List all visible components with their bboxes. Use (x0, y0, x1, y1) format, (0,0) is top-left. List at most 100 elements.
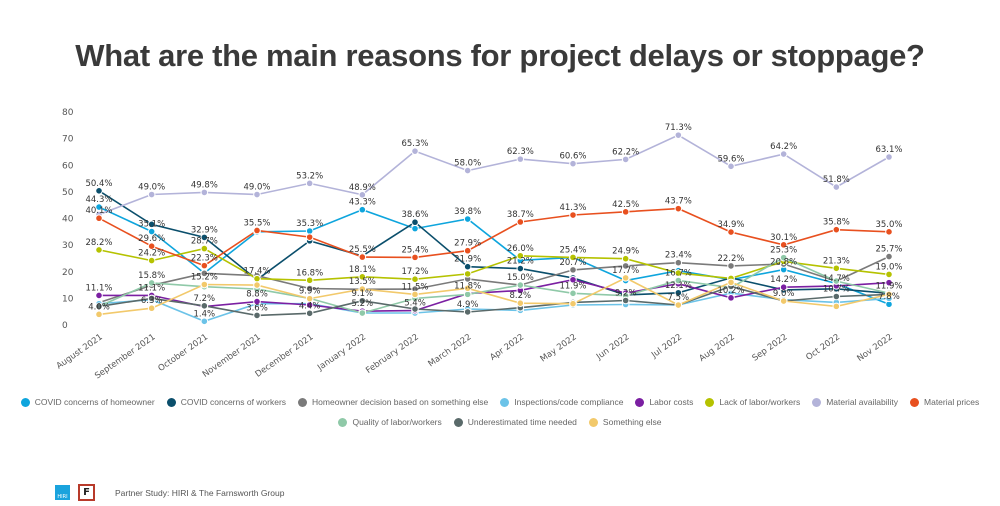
legend-item[interactable]: Material availability (812, 397, 898, 407)
data-point[interactable] (253, 281, 261, 289)
data-point[interactable] (516, 299, 525, 307)
data-point[interactable] (305, 179, 314, 188)
data-point[interactable] (621, 155, 630, 164)
data-point[interactable] (147, 294, 156, 303)
data-point[interactable] (885, 278, 893, 287)
data-point[interactable] (358, 285, 367, 293)
data-point[interactable] (463, 262, 472, 271)
data-point[interactable] (621, 296, 630, 305)
data-point[interactable] (674, 301, 683, 309)
data-point[interactable] (621, 208, 630, 216)
legend-item[interactable]: Labor costs (635, 397, 693, 407)
data-point[interactable] (885, 252, 893, 261)
legend-item[interactable]: Something else (588, 417, 662, 427)
legend-item[interactable]: Quality of labor/workers (338, 417, 442, 427)
data-point[interactable] (253, 297, 261, 306)
data-point[interactable] (95, 291, 103, 300)
data-point[interactable] (358, 205, 367, 214)
data-point[interactable] (147, 227, 156, 236)
data-point[interactable] (674, 204, 683, 213)
data-point[interactable] (200, 269, 209, 278)
data-point[interactable] (200, 280, 209, 289)
data-point[interactable] (727, 278, 735, 287)
data-point[interactable] (885, 270, 893, 279)
data-point[interactable] (200, 302, 209, 310)
data-point[interactable] (569, 299, 577, 308)
data-point[interactable] (411, 275, 419, 284)
data-point[interactable] (569, 266, 577, 274)
data-point[interactable] (95, 310, 103, 319)
data-point[interactable] (147, 256, 156, 265)
data-point[interactable] (832, 264, 841, 273)
data-point[interactable] (885, 153, 893, 161)
data-point[interactable] (569, 211, 577, 219)
data-point[interactable] (95, 302, 103, 311)
legend-item[interactable]: Material prices (910, 397, 979, 407)
data-point[interactable] (358, 273, 367, 281)
data-point[interactable] (463, 308, 472, 316)
data-point[interactable] (95, 214, 103, 223)
data-point[interactable] (569, 253, 577, 262)
data-point[interactable] (779, 241, 788, 249)
legend-item[interactable]: Homeowner decision based on something el… (298, 397, 488, 407)
data-point[interactable] (674, 288, 683, 297)
data-point[interactable] (305, 294, 314, 303)
data-point[interactable] (147, 190, 156, 199)
data-point[interactable] (411, 147, 419, 155)
data-point[interactable] (832, 277, 841, 285)
data-point[interactable] (463, 215, 472, 223)
data-point[interactable] (569, 289, 577, 298)
data-point[interactable] (727, 294, 735, 302)
legend-item[interactable]: COVID concerns of workers (166, 397, 286, 407)
data-point[interactable] (411, 305, 419, 313)
data-point[interactable] (832, 183, 841, 191)
data-point[interactable] (779, 283, 788, 291)
data-point[interactable] (358, 296, 367, 305)
data-point[interactable] (674, 269, 683, 277)
data-point[interactable] (516, 155, 525, 163)
data-point[interactable] (779, 150, 788, 158)
data-point[interactable] (305, 233, 314, 241)
data-point[interactable] (885, 228, 893, 236)
data-point[interactable] (305, 276, 314, 285)
data-point[interactable] (411, 290, 419, 299)
data-point[interactable] (200, 233, 209, 242)
data-point[interactable] (147, 242, 156, 250)
data-point[interactable] (516, 251, 525, 260)
data-point[interactable] (253, 311, 261, 320)
data-point[interactable] (674, 131, 683, 139)
legend-item[interactable]: Underestimated time needed (453, 417, 577, 427)
data-point[interactable] (463, 290, 472, 299)
data-point[interactable] (200, 261, 209, 270)
data-point[interactable] (463, 166, 472, 175)
legend-item[interactable]: Lack of labor/workers (705, 397, 800, 407)
data-point[interactable] (779, 297, 788, 305)
data-point[interactable] (411, 218, 419, 227)
data-point[interactable] (200, 244, 209, 253)
data-point[interactable] (516, 264, 525, 273)
data-point[interactable] (885, 290, 893, 299)
data-point[interactable] (832, 302, 841, 311)
data-point[interactable] (200, 188, 209, 197)
data-point[interactable] (411, 224, 419, 233)
data-point[interactable] (147, 279, 156, 287)
data-point[interactable] (727, 262, 735, 270)
data-point[interactable] (516, 281, 525, 289)
data-point[interactable] (621, 254, 630, 263)
data-point[interactable] (305, 284, 314, 293)
data-point[interactable] (95, 203, 103, 211)
data-point[interactable] (147, 220, 156, 229)
data-point[interactable] (95, 187, 103, 195)
data-point[interactable] (463, 246, 472, 255)
data-point[interactable] (779, 253, 788, 262)
data-point[interactable] (200, 317, 209, 326)
data-point[interactable] (621, 262, 630, 270)
data-point[interactable] (727, 162, 735, 171)
data-point[interactable] (674, 258, 683, 267)
data-point[interactable] (358, 191, 367, 199)
data-point[interactable] (253, 226, 261, 235)
data-point[interactable] (832, 225, 841, 234)
data-point[interactable] (411, 253, 419, 262)
data-point[interactable] (305, 309, 314, 318)
data-point[interactable] (95, 246, 103, 254)
